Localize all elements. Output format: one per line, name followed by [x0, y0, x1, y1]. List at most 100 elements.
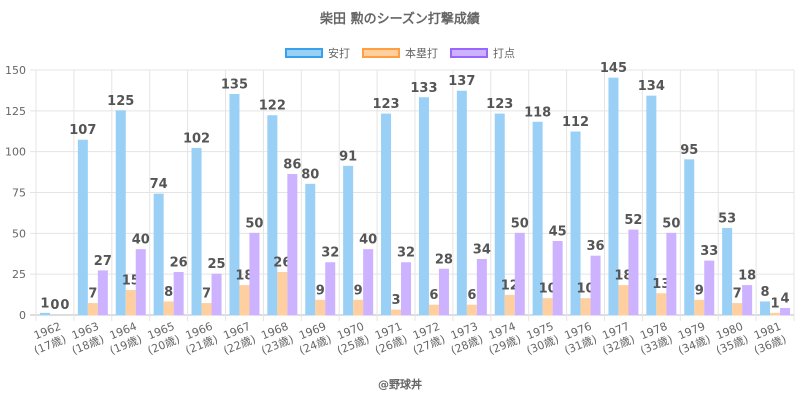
legend-label-hits: 安打 — [328, 47, 350, 60]
data-label: 32 — [321, 246, 339, 261]
bar-hits — [191, 147, 202, 316]
bar-rbi — [97, 270, 108, 316]
data-label: 28 — [435, 252, 453, 267]
footer-credit: @野球丼 — [378, 378, 422, 391]
data-label: 74 — [150, 177, 168, 192]
legend-item-hits[interactable]: 安打 — [285, 45, 350, 61]
bar-homeruns — [125, 290, 136, 316]
bar-hits — [305, 183, 316, 316]
x-tick-label: 1965(20歳) — [146, 320, 182, 358]
bar-hits — [267, 115, 278, 316]
data-label: 13 — [652, 277, 670, 292]
data-label: 40 — [359, 233, 377, 248]
data-label: 18 — [614, 269, 632, 284]
legend-item-rbi[interactable]: 打点 — [450, 45, 515, 61]
data-label: 6 — [467, 288, 476, 303]
data-label: 33 — [700, 244, 718, 259]
bar-homeruns — [391, 309, 402, 316]
data-label: 1 — [40, 296, 49, 311]
bar-rbi — [780, 307, 791, 316]
bar-rbi — [514, 232, 525, 316]
bar-homeruns — [315, 299, 326, 316]
y-tick-label: 75 — [12, 187, 26, 200]
bar-hits — [418, 97, 429, 316]
bar-rbi — [173, 272, 184, 316]
data-label: 7 — [202, 287, 211, 302]
data-label: 9 — [316, 283, 325, 298]
bar-hits — [760, 301, 771, 316]
data-label: 34 — [473, 242, 491, 257]
x-tick-label: 1962(17歳) — [32, 320, 68, 358]
bar-homeruns — [466, 304, 477, 316]
data-label: 12 — [501, 278, 519, 293]
bar-homeruns — [428, 304, 439, 316]
data-label: 134 — [638, 79, 665, 94]
data-label: 18 — [235, 269, 253, 284]
bar-homeruns — [239, 285, 250, 316]
bar-hits — [722, 227, 733, 316]
bar-homeruns — [353, 299, 364, 316]
bar-homeruns — [656, 293, 667, 316]
data-label: 4 — [781, 291, 790, 306]
data-label: 118 — [524, 105, 551, 120]
data-label: 0 — [50, 298, 59, 313]
data-label: 50 — [662, 216, 680, 231]
bar-rbi — [401, 262, 412, 316]
x-tick-label: 1964(19歳) — [108, 320, 144, 358]
x-tick-label: 1968(23歳) — [259, 320, 295, 358]
bar-homeruns — [504, 294, 515, 316]
bar-homeruns — [732, 303, 743, 316]
x-tick-label: 1973(28歳) — [449, 320, 485, 358]
bar-hits — [153, 193, 164, 316]
data-label: 8 — [164, 285, 173, 300]
data-label: 7 — [733, 287, 742, 302]
data-label: 123 — [486, 97, 513, 112]
legend-label-homeruns: 本塁打 — [405, 47, 438, 60]
data-label: 137 — [448, 74, 475, 89]
bar-hits — [343, 165, 354, 316]
x-tick-label: 1980(35歳) — [714, 320, 750, 358]
bar-rbi — [135, 249, 146, 316]
bar-homeruns — [580, 298, 591, 316]
legend-label-rbi: 打点 — [493, 47, 515, 60]
bar-homeruns — [542, 298, 553, 316]
x-tick-label: 1972(27歳) — [411, 320, 447, 358]
data-label: 3 — [392, 293, 401, 308]
y-tick-label: 25 — [12, 268, 26, 281]
data-label: 125 — [107, 94, 134, 109]
data-label: 86 — [283, 158, 301, 173]
data-label: 122 — [259, 99, 286, 114]
x-tick-label: 1981(36歳) — [752, 320, 788, 358]
data-label: 40 — [132, 233, 150, 248]
legend-item-homeruns[interactable]: 本塁打 — [362, 45, 438, 61]
bar-rbi — [590, 255, 601, 316]
chart-title: 柴田 勲のシーズン打撃成績 — [320, 12, 480, 27]
bar-homeruns — [201, 303, 212, 316]
bar-homeruns — [770, 312, 781, 316]
data-label: 10 — [577, 282, 595, 297]
bar-homeruns — [277, 272, 288, 316]
data-label: 145 — [600, 61, 627, 76]
bar-rbi — [666, 232, 677, 316]
data-label: 0 — [60, 298, 69, 313]
data-label: 10 — [539, 282, 557, 297]
bar-homeruns — [694, 299, 705, 316]
bar-hits — [39, 312, 50, 316]
data-label: 9 — [354, 283, 363, 298]
data-label: 27 — [94, 254, 112, 269]
data-label: 8 — [761, 285, 770, 300]
data-label: 53 — [718, 211, 736, 226]
bar-rbi — [325, 262, 336, 316]
data-label: 32 — [397, 246, 415, 261]
data-label: 95 — [680, 143, 698, 158]
legend: 安打 本塁打 打点 — [0, 45, 800, 61]
x-tick-label: 1977(32歳) — [601, 320, 637, 358]
y-tick-label: 125 — [5, 105, 26, 118]
bar-rbi — [628, 229, 639, 316]
legend-swatch-rbi — [450, 48, 488, 58]
bar-rbi — [742, 285, 753, 316]
data-label: 7 — [88, 287, 97, 302]
x-tick-label: 1966(21歳) — [184, 320, 220, 358]
bar-hits — [381, 113, 392, 316]
